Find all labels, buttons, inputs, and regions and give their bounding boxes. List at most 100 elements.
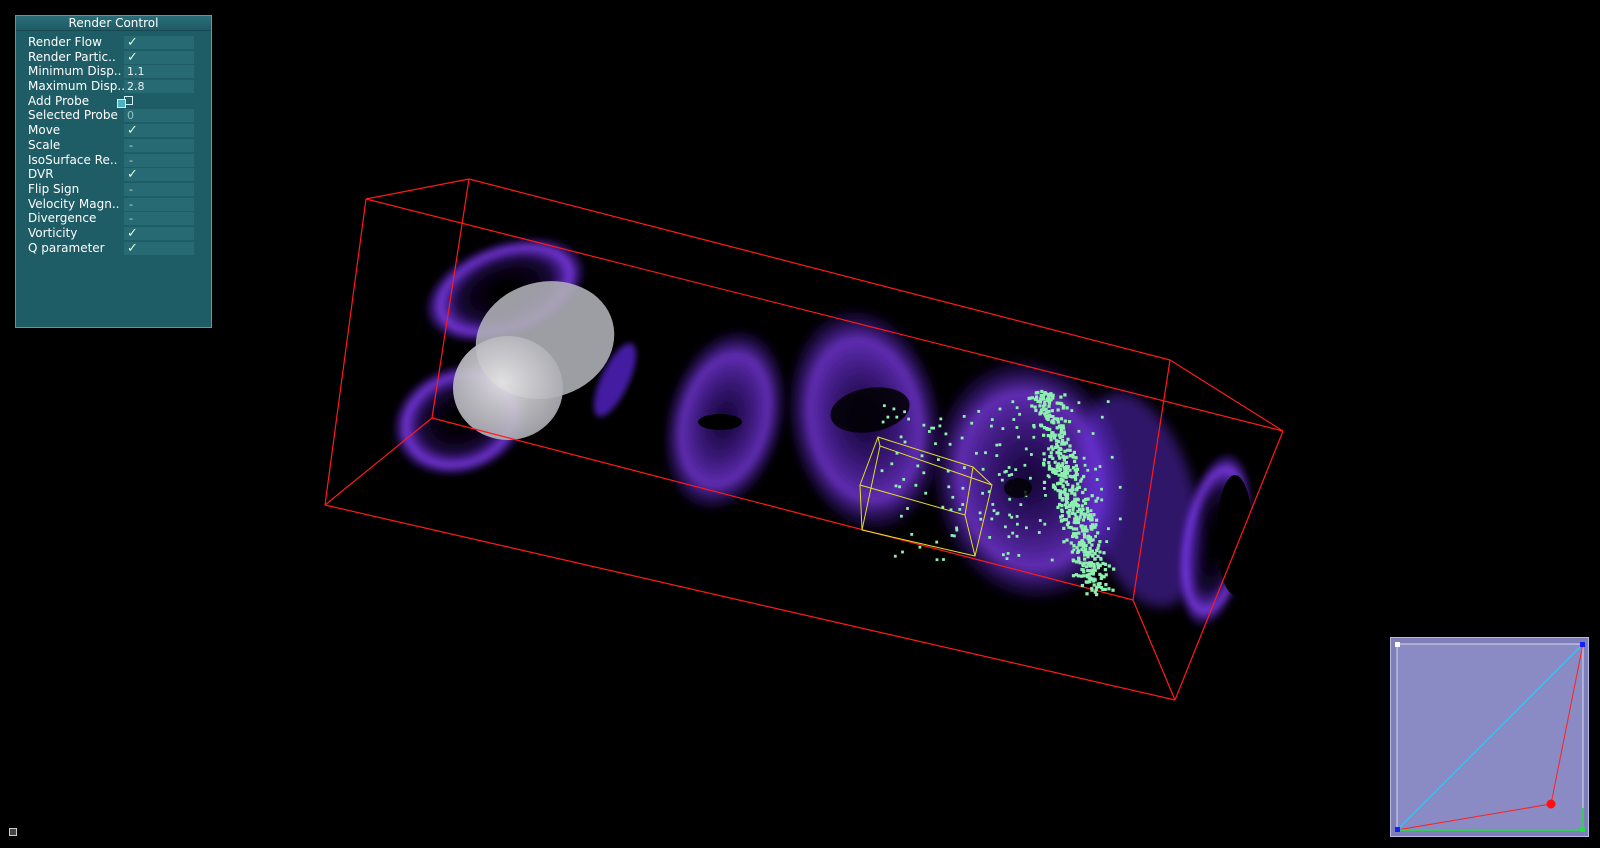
particle [1091,554,1095,558]
panel-row[interactable]: Render Flow ✓ [16,35,211,50]
panel-row[interactable]: Q parameter ✓ [16,241,211,256]
checkbox-toggle[interactable]: - [124,138,194,152]
panel-title[interactable]: Render Control [16,16,211,31]
particle [1066,521,1071,525]
value-field[interactable]: 1.1 [124,65,194,79]
particle [1052,417,1056,421]
panel-row[interactable]: Divergence - [16,211,211,226]
particle [1100,415,1104,419]
particle [1049,451,1053,455]
particle [1054,439,1059,443]
particle [1058,502,1062,507]
particle [1092,562,1096,566]
panel-row[interactable]: Vorticity ✓ [16,226,211,241]
particle [1088,546,1092,550]
panel-row[interactable]: Velocity Magn.. - [16,197,211,212]
checkbox-toggle[interactable]: - [124,197,194,211]
panel-row[interactable]: Render Partic.. ✓ [16,50,211,65]
particle [992,509,996,512]
checkbox-toggle[interactable]: - [124,212,194,226]
checkbox-toggle[interactable]: ✓ [124,241,194,255]
particle [1071,453,1075,457]
particle [1118,517,1122,521]
particle [939,417,943,421]
particle [1063,503,1068,507]
render-control-panel[interactable]: Render Control Render Flow ✓ Render Partic… [15,15,212,328]
row-label: Render Flow [28,35,102,49]
panel-row[interactable]: IsoSurface Re.. - [16,153,211,168]
particle [1068,468,1072,472]
particle [1059,481,1063,485]
particle [1095,478,1099,481]
add-probe-button[interactable] [117,95,133,108]
particle [1036,390,1040,395]
control-point[interactable] [1546,799,1556,809]
corner-handle-bottom-left[interactable] [1395,827,1400,832]
value-field[interactable]: 2.8 [124,80,194,94]
particle [1055,417,1059,421]
particle [1102,551,1106,555]
particle [1095,518,1099,522]
checkbox-toggle[interactable]: ✓ [124,36,194,49]
particle [1051,456,1055,460]
particle [1100,498,1104,502]
panel-row[interactable]: Selected Probe 0 [16,108,211,123]
particle [1069,488,1073,492]
particle [907,417,910,421]
particle [995,443,999,447]
particle [1070,550,1074,554]
checkbox-toggle[interactable]: ✓ [124,226,194,240]
particle [1058,425,1063,429]
checkbox-toggle[interactable]: ✓ [124,50,194,64]
particle [1048,427,1052,431]
particle [995,454,999,457]
particle [1044,494,1047,497]
particle [1045,411,1049,415]
particle [1056,420,1060,424]
value-field[interactable]: 0 [124,109,194,123]
particle [1081,562,1085,566]
panel-row[interactable]: Add Probe [16,94,211,109]
particle [1017,554,1021,557]
particle [1047,447,1051,451]
help-icon[interactable] [9,828,17,836]
particle [1088,540,1092,544]
particle [1086,573,1090,577]
particle [1077,485,1081,489]
particle [1040,424,1044,428]
particle [1007,474,1011,477]
checkbox-toggle[interactable]: ✓ [124,124,194,138]
particle [1075,497,1079,501]
particle [898,485,901,489]
particle [1051,396,1055,400]
corner-handle-top-right[interactable] [1580,642,1585,647]
particle [1096,582,1100,586]
particle [1099,556,1103,560]
checkbox-toggle[interactable]: - [124,182,194,196]
particle [1056,408,1060,412]
particle [960,436,964,440]
particle [1085,529,1089,533]
panel-row[interactable]: Scale - [16,138,211,153]
checkbox-toggle[interactable]: ✓ [124,168,194,182]
transfer-function-canvas[interactable] [1391,638,1588,836]
particle [1088,550,1092,554]
particle [924,491,928,495]
panel-row[interactable]: Flip Sign - [16,182,211,197]
corner-handle-bottom-right[interactable] [1580,827,1585,832]
opacity-diagonal [1396,643,1584,831]
row-label: Selected Probe [28,108,118,123]
panel-row[interactable]: Minimum Disp.. 1.1 [16,64,211,79]
transfer-function-view[interactable] [1390,637,1589,837]
panel-row[interactable]: Move ✓ [16,123,211,138]
particle [978,511,982,515]
panel-row[interactable]: DVR ✓ [16,167,211,182]
checkbox-toggle[interactable]: - [124,153,194,167]
particle [1090,494,1094,498]
particle [1083,488,1087,491]
particle [1047,401,1052,405]
panel-row[interactable]: Maximum Disp.. 2.8 [16,79,211,94]
corner-handle-top-left[interactable] [1395,642,1400,647]
